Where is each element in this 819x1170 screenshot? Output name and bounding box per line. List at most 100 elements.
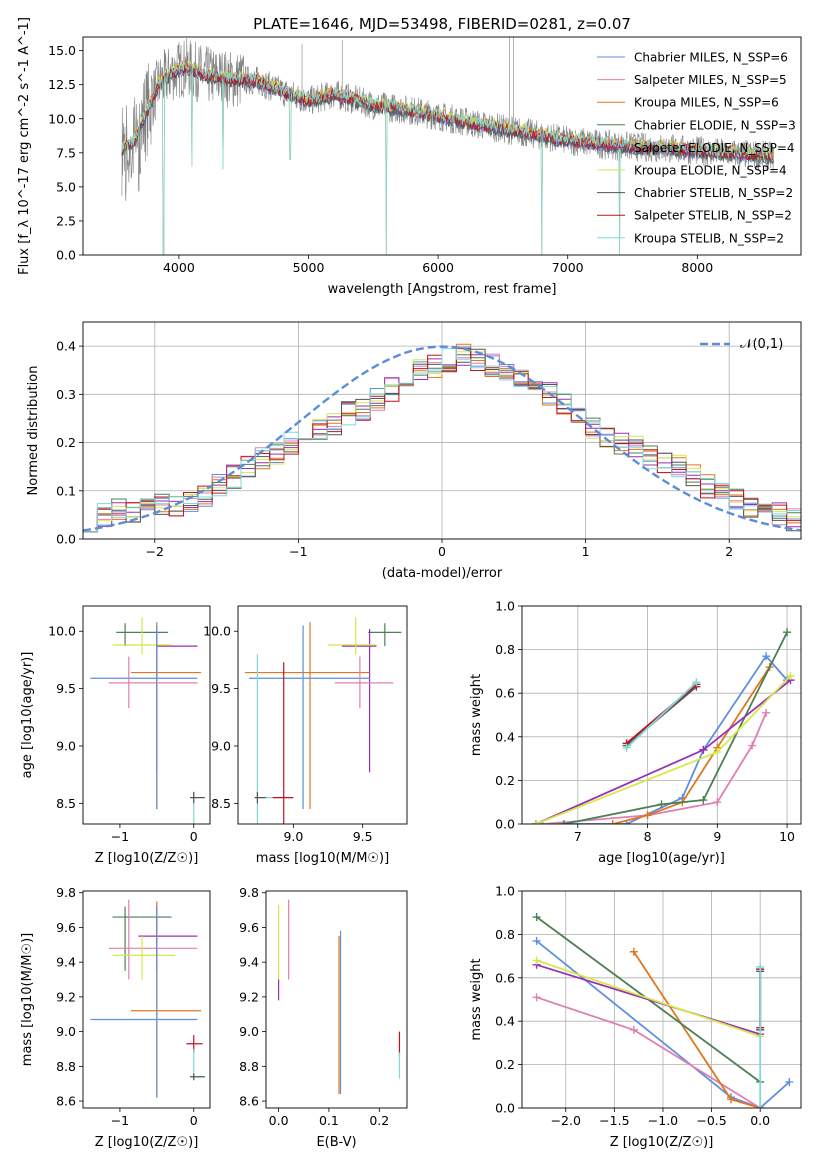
x-axis-label: Z [log10(Z/Z☉)] [95, 851, 199, 866]
mass_weight_vs_z-series [532, 913, 794, 1108]
mass_vs_z-points [90, 899, 205, 1098]
legend-label: Salpeter ELODIE, N_SSP=4 [634, 141, 795, 155]
y-tick-label: 8.8 [56, 1059, 76, 1074]
x-axis-label: E(B-V) [316, 1135, 356, 1150]
y-tick-label: 12.5 [48, 77, 76, 92]
x-axis-label: Z [log10(Z/Z☉)] [95, 1135, 199, 1150]
x-axis-label: mass [log10(M/M☉)] [256, 851, 389, 866]
y-tick-label: 8.5 [211, 796, 231, 811]
x-tick-label: 0.0 [269, 1113, 289, 1128]
mass-weight-marker [532, 956, 541, 965]
mass_weight_vs_age-series [531, 628, 795, 824]
mass-weight-series-line [536, 959, 761, 1038]
x-axis-label: Z [log10(Z/Z☉)] [610, 1135, 714, 1150]
mass_vs_z-axes: −1 0 8.6 8.8 9.0 9.2 9.4 9.6 9.8 Z [log10(Z/Z☉)] m… [20, 885, 211, 1150]
x-tick-label: 0 [190, 1113, 198, 1128]
mass_weight_vs_z-axes: −2.0 −1.5 −1.0 −0.5 0.0 0.0 0.2 0.4 0.6 0.8 1.0 Z [… [469, 884, 802, 1150]
x-tick-label: −1.0 [648, 1113, 678, 1128]
y-tick-label: 9.6 [239, 920, 259, 935]
y-tick-label: 10.0 [48, 111, 76, 126]
x-tick-label: 8000 [681, 260, 713, 275]
age_vs_mass-points [244, 617, 402, 824]
x-axis-label: (data-model)/error [382, 566, 503, 581]
x-axis-label: age [log10(age/yr)] [598, 851, 725, 866]
residual-histogram-8 [83, 348, 801, 533]
y-tick-label: 0.8 [495, 927, 515, 942]
x-tick-label: −0.5 [696, 1113, 726, 1128]
y-tick-label: 8.6 [239, 1094, 259, 1109]
legend-label: Kroupa ELODIE, N_SSP=4 [634, 164, 787, 178]
y-tick-label: 9.0 [56, 738, 76, 753]
x-tick-label: 0 [190, 829, 198, 844]
figure-title: PLATE=1646, MJD=53498, FIBERID=0281, z=0… [253, 15, 631, 33]
y-tick-label: 0.0 [495, 817, 515, 832]
x-tick-label: −2.0 [551, 1113, 581, 1128]
y-tick-label: 0.1 [56, 483, 76, 498]
mass-weight-marker [629, 947, 638, 956]
y-tick-label: 9.2 [239, 989, 259, 1004]
mass-weight-marker [699, 745, 708, 754]
legend-label: Salpeter MILES, N_SSP=5 [634, 73, 787, 87]
model-line-salpeter-miles [121, 62, 774, 255]
mass_vs_ebv-axes: 0.0 0.1 0.2 8.6 8.8 9.0 9.2 9.4 9.6 9.8 E(B-V) [239, 885, 408, 1150]
y-tick-label: 0.6 [495, 970, 515, 985]
mass-weight-marker [692, 678, 701, 687]
legend-label: Kroupa STELIB, N_SSP=2 [634, 231, 784, 245]
axes-frame [521, 605, 802, 825]
x-tick-label: −1 [111, 829, 129, 844]
legend-label: Chabrier STELIB, N_SSP=2 [634, 186, 793, 200]
y-tick-label: 0.2 [495, 773, 515, 788]
mass-weight-series-line [535, 675, 792, 824]
mass-weight-marker [532, 936, 541, 945]
y-tick-label: 9.4 [56, 955, 76, 970]
mass-weight-marker [629, 1025, 638, 1034]
y-tick-label: 2.5 [56, 213, 76, 228]
x-tick-label: 7 [574, 829, 582, 844]
axes-frame [82, 321, 802, 540]
y-axis-label: age [log10(age/yr)] [20, 652, 35, 779]
axes-frame [265, 890, 408, 1109]
y-tick-label: 15.0 [48, 43, 76, 58]
y-tick-label: 9.0 [56, 1024, 76, 1039]
mass-weight-marker [727, 1095, 736, 1104]
y-tick-label: 0.8 [495, 642, 515, 657]
mass_vs_ebv-points [277, 899, 401, 1095]
x-tick-label: 0 [438, 544, 446, 559]
x-tick-label: 0.0 [750, 1113, 770, 1128]
y-tick-label: 8.6 [56, 1094, 76, 1109]
spectrum-plot-area [121, 37, 774, 255]
mass-weight-marker [532, 993, 541, 1002]
x-tick-label: 2 [725, 544, 733, 559]
y-tick-label: 1.0 [495, 884, 515, 899]
axes-frame [82, 890, 211, 1109]
mass-weight-marker [756, 1104, 765, 1108]
mass-weight-marker [756, 962, 765, 971]
x-tick-label: 9 [713, 829, 721, 844]
axes-frame [521, 890, 802, 1109]
x-tick-label: 4000 [163, 260, 195, 275]
y-tick-label: 0.4 [56, 339, 76, 354]
spectrum-axes: 4000 5000 6000 7000 8000 0.0 2.5 5.0 7.5 10.0 12.5… [17, 17, 802, 297]
y-tick-label: 0.4 [495, 1014, 515, 1029]
gaussian-legend-label: 𝒩(0,1) [740, 337, 783, 352]
x-tick-label: 1 [582, 544, 590, 559]
y-tick-label: 10.0 [203, 624, 231, 639]
y-tick-label: 9.2 [56, 989, 76, 1004]
mass_weight_vs_age-axes: 7 8 9 10 0.0 0.2 0.4 0.6 0.8 1.0 age [log10(age/yr… [469, 599, 802, 866]
x-tick-label: 0.2 [369, 1113, 389, 1128]
y-axis-label: mass weight [469, 958, 484, 1040]
spectrum-legend: Chabrier MILES, N_SSP=6 Salpeter MILES, N… [597, 51, 796, 245]
y-axis-label: mass weight [469, 674, 484, 756]
axes-frame [237, 605, 408, 825]
y-tick-label: 0.0 [56, 248, 76, 263]
legend-label: Salpeter STELIB, N_SSP=2 [634, 209, 792, 223]
mass-weight-series-line [536, 940, 790, 1108]
x-tick-label: 6000 [422, 260, 454, 275]
y-tick-label: 9.0 [211, 738, 231, 753]
mass-weight-marker [531, 820, 540, 824]
y-tick-label: 7.5 [56, 145, 76, 160]
axes-frame [82, 36, 802, 256]
x-tick-label: 8 [644, 829, 652, 844]
gaussian-reference-curve [83, 345, 801, 532]
